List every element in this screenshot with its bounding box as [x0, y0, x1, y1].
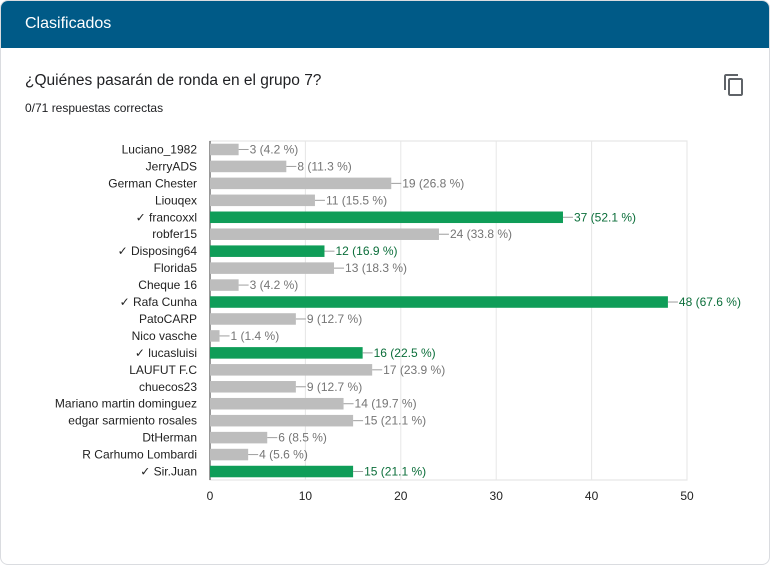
- category-label: ✓ Disposing64: [118, 244, 198, 258]
- x-tick-label: 50: [680, 489, 694, 503]
- category-label: JerryADS: [146, 159, 197, 173]
- x-tick-label: 10: [299, 489, 313, 503]
- category-label: robfer15: [152, 227, 197, 241]
- copy-icon[interactable]: [722, 73, 746, 97]
- x-tick-label: 20: [394, 489, 408, 503]
- data-label: 24 (33.8 %): [450, 227, 512, 241]
- category-label: ✓ Sir.Juan: [140, 465, 197, 479]
- plot-area: [209, 140, 688, 481]
- category-label: Florida5: [154, 261, 198, 275]
- data-label: 9 (12.7 %): [307, 380, 362, 394]
- category-label: Cheque 16: [138, 278, 197, 292]
- bar: [210, 245, 325, 257]
- data-label: 15 (21.1 %): [364, 465, 426, 479]
- data-label: 4 (5.6 %): [259, 448, 308, 462]
- category-label: LAUFUT F.C: [129, 363, 197, 377]
- bar: [210, 296, 668, 308]
- bar: [210, 364, 373, 376]
- data-label: 12 (16.9 %): [335, 244, 397, 258]
- category-label: Nico vasche: [132, 329, 198, 343]
- data-label: 9 (12.7 %): [307, 312, 362, 326]
- bar: [210, 448, 249, 461]
- bar: [210, 313, 296, 325]
- card-header: Clasificados: [1, 1, 769, 48]
- category-label: PatoCARP: [139, 312, 197, 326]
- data-label: 3 (4.2 %): [250, 278, 299, 292]
- bar: [210, 262, 335, 274]
- bar: [210, 414, 354, 427]
- bar: [210, 160, 287, 173]
- data-label: 48 (67.6 %): [679, 295, 741, 309]
- data-label: 16 (22.5 %): [374, 346, 436, 360]
- category-label: Luciano_1982: [122, 142, 198, 156]
- bar: [210, 177, 392, 190]
- category-label: ✓ lucasluisi: [135, 346, 197, 360]
- header-title: Clasificados: [25, 15, 112, 32]
- data-label: 37 (52.1 %): [574, 210, 636, 224]
- bar: [210, 381, 296, 393]
- bar: [210, 143, 239, 156]
- category-label: chuecos23: [139, 380, 197, 394]
- bar: [210, 211, 563, 224]
- category-label: R Carhumo Lombardi: [82, 448, 197, 462]
- x-tick-label: 0: [207, 489, 214, 503]
- data-label: 14 (19.7 %): [355, 397, 417, 411]
- category-label: DtHerman: [142, 431, 197, 445]
- data-label: 8 (11.3 %): [297, 159, 351, 173]
- category-label: Liouqex: [155, 193, 197, 207]
- bar: [210, 330, 220, 342]
- data-label: 19 (26.8 %): [402, 176, 464, 190]
- category-label: German Chester: [108, 176, 197, 190]
- score-summary: 0/71 respuestas correctas: [25, 101, 164, 115]
- bar: [210, 347, 363, 359]
- bar: [210, 279, 239, 291]
- question-title: ¿Quiénes pasarán de ronda en el grupo 7?: [25, 72, 322, 89]
- category-label: ✓ francoxxl: [136, 210, 197, 224]
- data-label: 6 (8.5 %): [278, 431, 327, 445]
- category-label: Mariano martin dominguez: [55, 397, 197, 411]
- category-label: ✓ Rafa Cunha: [120, 295, 198, 309]
- data-label: 1 (1.4 %): [231, 329, 280, 343]
- data-label: 17 (23.9 %): [383, 363, 445, 377]
- bar: [210, 228, 439, 240]
- x-tick-label: 30: [490, 489, 504, 503]
- data-label: 15 (21.1 %): [364, 414, 426, 428]
- x-tick-label: 40: [585, 489, 599, 503]
- data-label: 13 (18.3 %): [345, 261, 407, 275]
- data-label: 11 (15.5 %): [326, 193, 387, 207]
- category-label: edgar sarmiento rosales: [68, 414, 197, 428]
- bar: [210, 431, 268, 444]
- bar: [210, 465, 354, 478]
- bar: [210, 397, 344, 410]
- bar: [210, 194, 315, 207]
- data-label: 3 (4.2 %): [250, 142, 299, 156]
